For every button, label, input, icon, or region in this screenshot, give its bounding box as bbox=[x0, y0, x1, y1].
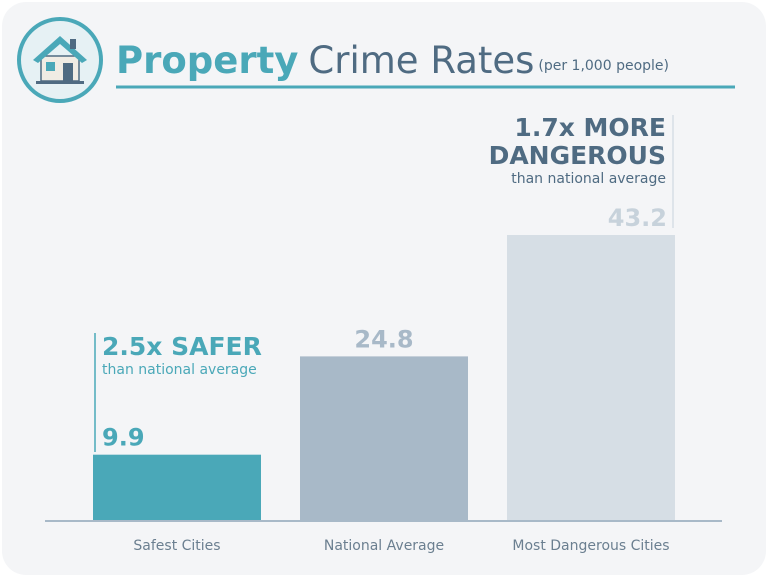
bar bbox=[300, 356, 468, 520]
value-label: 24.8 bbox=[354, 325, 413, 353]
house-icon bbox=[17, 17, 103, 103]
value-label: 9.9 bbox=[102, 424, 145, 452]
annotation-headline: DANGEROUS bbox=[489, 141, 666, 170]
x-tick-label: National Average bbox=[324, 538, 444, 554]
title-main: Crime Rates bbox=[308, 39, 534, 82]
chart-title: Property Crime Rates bbox=[116, 39, 534, 82]
bar bbox=[507, 235, 675, 520]
subtitle: (per 1,000 people) bbox=[538, 58, 669, 74]
bar bbox=[93, 454, 261, 520]
value-label: 43.2 bbox=[608, 204, 667, 232]
title-highlight: Property bbox=[116, 39, 298, 82]
annotation-headline: 2.5x SAFER bbox=[102, 332, 262, 361]
annotation-note: than national average bbox=[511, 171, 666, 187]
x-tick-label: Most Dangerous Cities bbox=[512, 538, 669, 554]
annotation-headline: 1.7x MORE bbox=[514, 113, 666, 142]
annotation-note: than national average bbox=[102, 362, 257, 378]
x-tick-label: Safest Cities bbox=[133, 538, 220, 554]
